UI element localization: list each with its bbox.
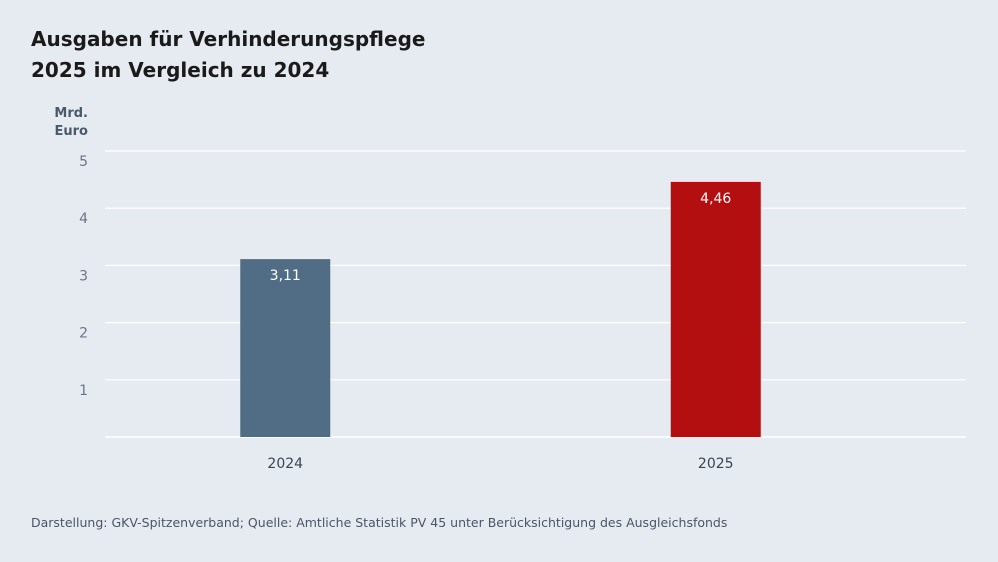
chart-title-line-2: 2025 im Vergleich zu 2024 bbox=[31, 58, 330, 82]
y-tick-label: 3 bbox=[79, 268, 88, 284]
x-tick-label: 2024 bbox=[267, 456, 303, 472]
y-tick-label: 2 bbox=[79, 326, 88, 342]
y-axis-unit-line-2: Euro bbox=[55, 124, 89, 139]
bar-2025 bbox=[670, 181, 761, 437]
bar-value-label: 4,46 bbox=[700, 191, 731, 207]
x-tick-label: 2025 bbox=[698, 456, 734, 472]
bar-2024 bbox=[240, 259, 331, 437]
y-tick-label: 4 bbox=[79, 211, 88, 227]
bar-value-label: 3,11 bbox=[270, 268, 301, 284]
chart-title-line-1: Ausgaben für Verhinderungspflege bbox=[31, 27, 426, 51]
source-note: Darstellung: GKV-Spitzenverband; Quelle:… bbox=[31, 515, 728, 530]
chart-title: Ausgaben für Verhinderungspflege 2025 im… bbox=[31, 24, 425, 86]
bar-chart: Mrd. Euro 1 2 3 4 5 3,11 2024 4,46 2025 bbox=[54, 106, 966, 472]
labels-layer: 1 2 3 4 5 3,11 2024 4,46 2025 bbox=[79, 154, 733, 472]
y-tick-label: 5 bbox=[79, 154, 88, 170]
y-tick-label: 1 bbox=[79, 383, 88, 399]
bars-layer bbox=[240, 181, 761, 437]
grid-layer bbox=[105, 150, 966, 438]
y-axis-unit-line-1: Mrd. bbox=[54, 106, 88, 121]
